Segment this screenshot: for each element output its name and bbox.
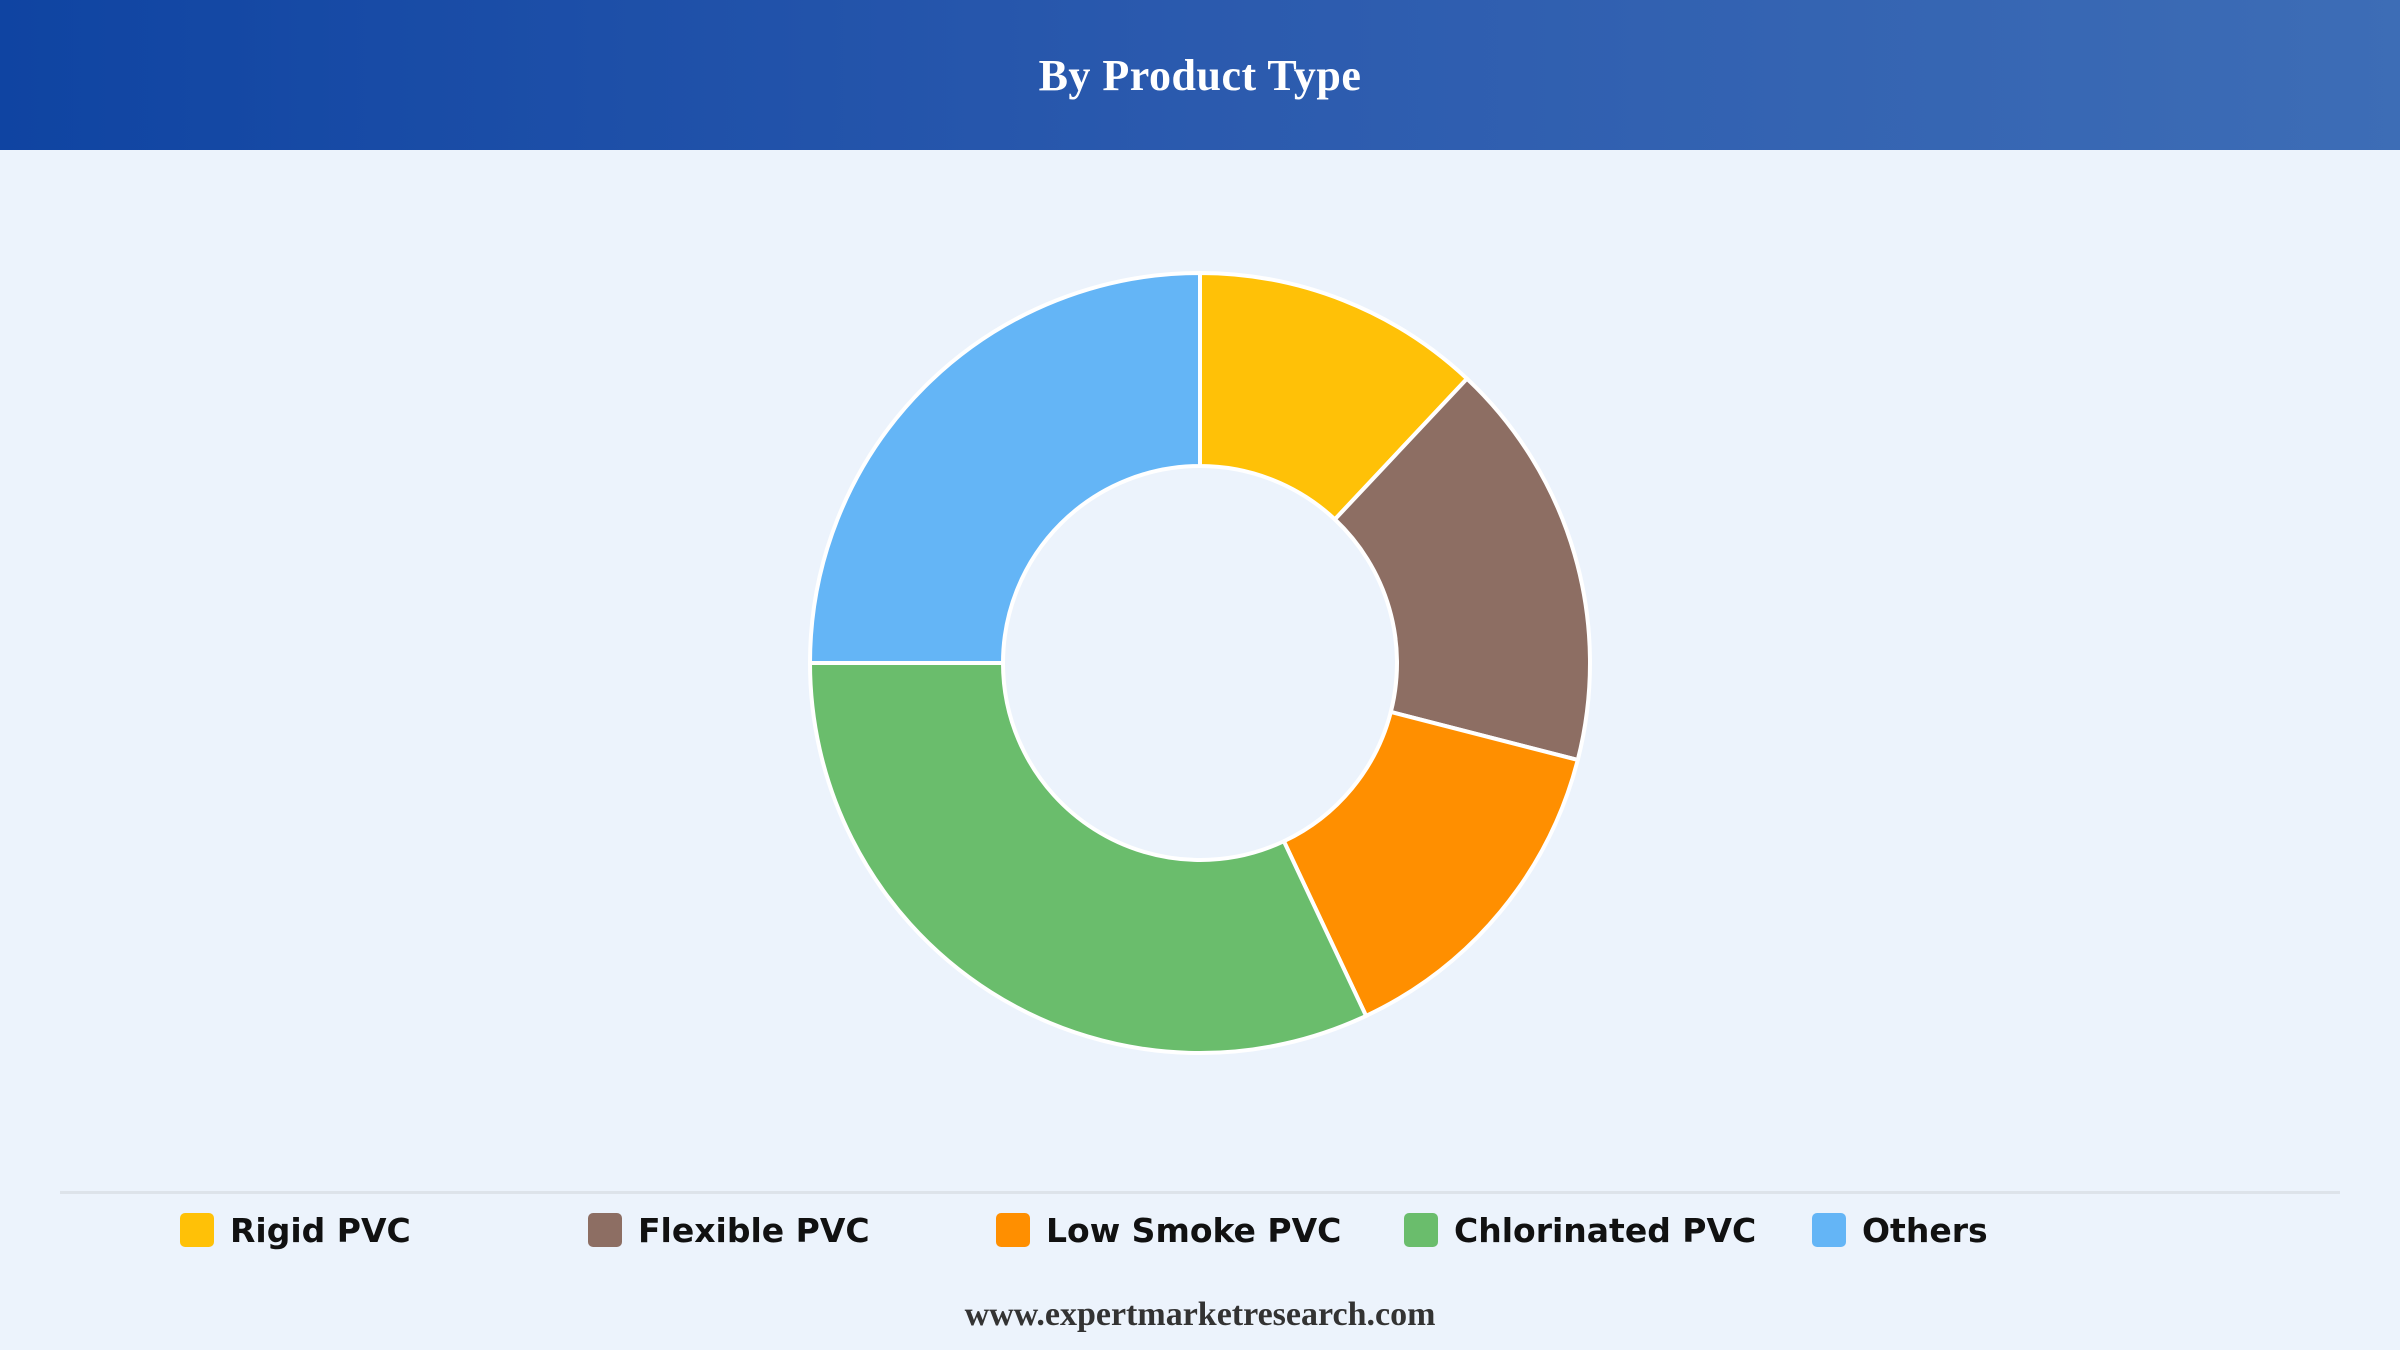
donut-slice-low-smoke-pvc[interactable] bbox=[1281, 709, 1580, 1018]
legend-label-rigid-pvc: Rigid PVC bbox=[230, 1210, 411, 1250]
legend-swatch-low-smoke-pvc bbox=[996, 1213, 1030, 1247]
donut-slice-flexible-pvc[interactable] bbox=[1332, 376, 1592, 762]
donut-slice-rigid-pvc[interactable] bbox=[1198, 271, 1469, 522]
chart-header: By Product Type bbox=[0, 0, 2400, 150]
legend-item-low-smoke-pvc[interactable]: Low Smoke PVC bbox=[996, 1210, 1341, 1250]
source-url: www.expertmarketresearch.com bbox=[964, 1296, 1436, 1333]
donut-slice-chlorinated-pvc[interactable] bbox=[808, 661, 1369, 1055]
legend-swatch-flexible-pvc bbox=[588, 1213, 622, 1247]
legend-swatch-rigid-pvc bbox=[180, 1213, 214, 1247]
legend-label-low-smoke-pvc: Low Smoke PVC bbox=[1046, 1210, 1342, 1250]
legend-item-others[interactable]: Others bbox=[1812, 1210, 1988, 1250]
chart-title: By Product Type bbox=[1038, 50, 1362, 100]
legend-swatch-chlorinated-pvc bbox=[1404, 1213, 1438, 1247]
legend-swatch-others bbox=[1812, 1213, 1846, 1247]
legend-label-chlorinated-pvc: Chlorinated PVC bbox=[1454, 1210, 1757, 1250]
donut-slice-others[interactable] bbox=[808, 271, 1202, 665]
legend-item-chlorinated-pvc[interactable]: Chlorinated PVC bbox=[1404, 1210, 1756, 1250]
donut-chart bbox=[808, 271, 1592, 1055]
legend-label-others: Others bbox=[1862, 1210, 1988, 1250]
legend-divider bbox=[60, 1191, 2340, 1194]
legend: Rigid PVC Flexible PVC Low Smoke PVC Chl… bbox=[0, 1200, 2400, 1260]
legend-item-flexible-pvc[interactable]: Flexible PVC bbox=[588, 1210, 870, 1250]
legend-label-flexible-pvc: Flexible PVC bbox=[638, 1210, 870, 1250]
legend-item-rigid-pvc[interactable]: Rigid PVC bbox=[180, 1210, 411, 1250]
